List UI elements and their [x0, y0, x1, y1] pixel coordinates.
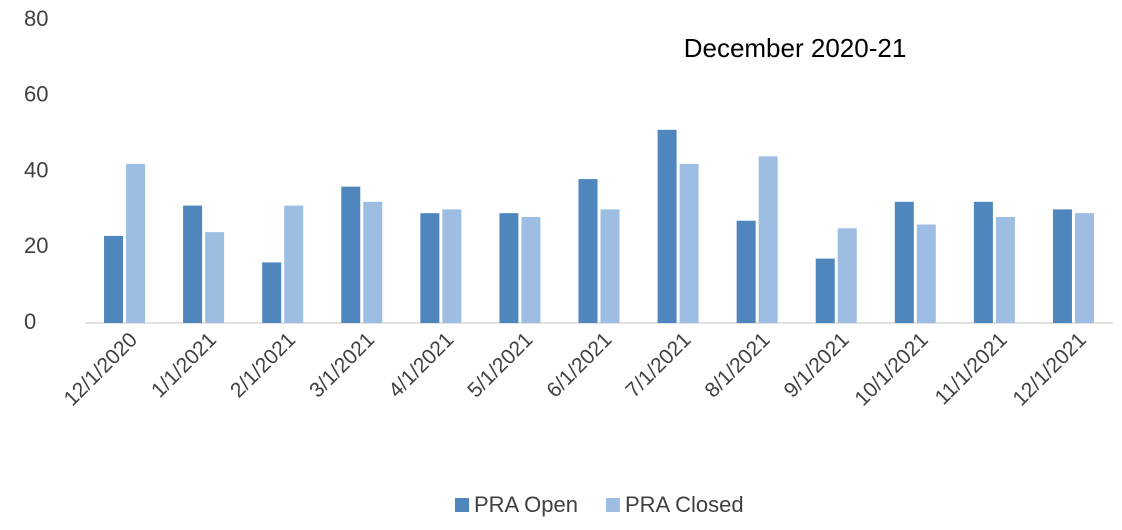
y-tick-label: 20: [24, 233, 48, 258]
bar: [578, 179, 598, 323]
bar: [183, 205, 203, 323]
x-tick-label: 6/1/2021: [542, 328, 616, 402]
x-tick-label: 8/1/2021: [701, 328, 775, 402]
chart-title: December 2020-21: [684, 33, 907, 63]
x-tick-label: 2/1/2021: [226, 328, 300, 402]
legend-label: PRA Open: [474, 492, 578, 517]
bar: [205, 232, 225, 323]
bar: [657, 129, 677, 323]
x-tick-label: 7/1/2021: [621, 328, 695, 402]
bar: [600, 209, 620, 323]
bar: [341, 186, 361, 323]
legend-swatch: [605, 498, 620, 512]
bar: [736, 220, 756, 323]
bar: [126, 163, 146, 323]
x-tick-label: 9/1/2021: [780, 328, 854, 402]
legend-label: PRA Closed: [625, 492, 744, 517]
bar: [420, 213, 440, 323]
bar: [995, 216, 1015, 323]
x-tick-label: 12/1/2021: [1009, 328, 1091, 410]
bar: [916, 224, 936, 323]
bar: [521, 216, 541, 323]
y-tick-label: 0: [24, 309, 36, 334]
x-tick-label: 5/1/2021: [463, 328, 537, 402]
bar: [837, 228, 857, 323]
x-tick-label: 3/1/2021: [305, 328, 379, 402]
y-tick-label: 60: [24, 82, 48, 107]
bar: [442, 209, 462, 323]
bar: [758, 156, 778, 323]
bar: [363, 201, 383, 323]
x-tick-label: 10/1/2021: [850, 328, 932, 410]
y-tick-label: 80: [24, 6, 48, 31]
bar: [1052, 209, 1072, 323]
bar: [104, 235, 124, 323]
x-tick-label: 4/1/2021: [384, 328, 458, 402]
x-tick-label: 1/1/2021: [147, 328, 221, 402]
bar: [894, 201, 914, 323]
bar: [815, 258, 835, 323]
x-tick-label: 12/1/2020: [60, 328, 142, 410]
bar: [1074, 213, 1094, 323]
bar: [499, 213, 519, 323]
bar: [973, 201, 993, 323]
bar: [262, 262, 282, 323]
y-tick-label: 40: [24, 157, 48, 182]
bar: [284, 205, 304, 323]
bar: [679, 163, 699, 323]
x-tick-label: 11/1/2021: [931, 328, 1012, 409]
legend-swatch: [455, 498, 469, 512]
